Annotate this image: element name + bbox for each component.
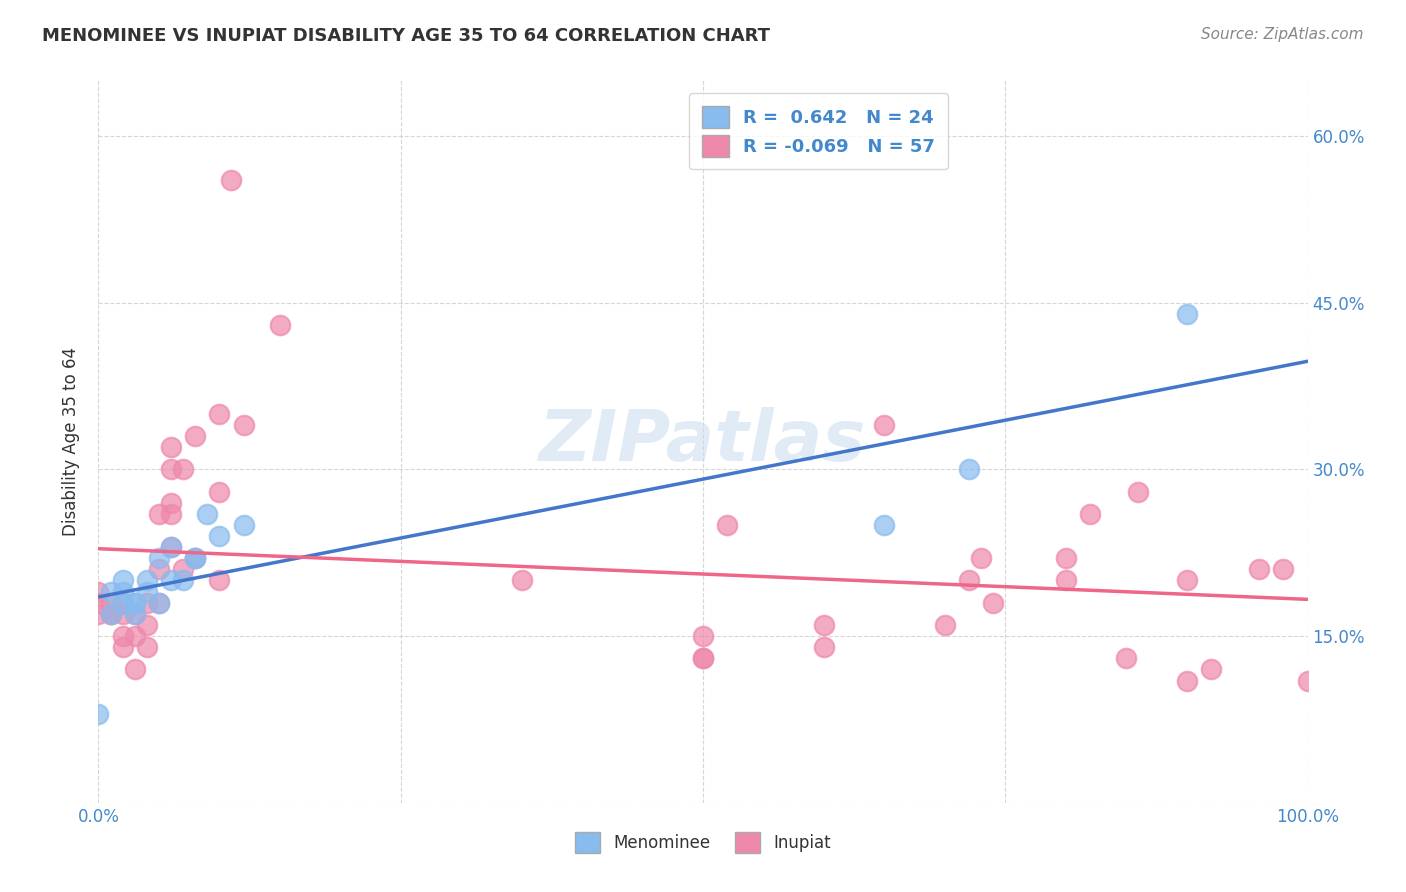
Point — [87, 706, 110, 721]
Point — [813, 618, 835, 632]
Point — [135, 574, 157, 588]
Text: Source: ZipAtlas.com: Source: ZipAtlas.com — [1201, 27, 1364, 42]
Point — [172, 462, 194, 476]
Text: MENOMINEE VS INUPIAT DISABILITY AGE 35 TO 64 CORRELATION CHART: MENOMINEE VS INUPIAT DISABILITY AGE 35 T… — [42, 27, 770, 45]
Point — [172, 562, 194, 576]
Point — [1054, 574, 1077, 588]
Point — [716, 517, 738, 532]
Point — [813, 640, 835, 655]
Point — [87, 596, 110, 610]
Point — [160, 540, 183, 554]
Point — [692, 629, 714, 643]
Point — [873, 517, 896, 532]
Point — [184, 551, 207, 566]
Point — [135, 596, 157, 610]
Point — [184, 551, 207, 566]
Point — [124, 596, 146, 610]
Point — [269, 318, 291, 332]
Point — [160, 574, 183, 588]
Point — [111, 596, 134, 610]
Point — [135, 640, 157, 655]
Point — [160, 496, 183, 510]
Point — [195, 507, 218, 521]
Point — [160, 440, 183, 454]
Point — [87, 607, 110, 621]
Point — [160, 507, 183, 521]
Point — [111, 607, 134, 621]
Point — [100, 607, 122, 621]
Point — [111, 629, 134, 643]
Point — [124, 607, 146, 621]
Point — [148, 551, 170, 566]
Point — [87, 584, 110, 599]
Point — [1175, 574, 1198, 588]
Point — [100, 596, 122, 610]
Point — [1078, 507, 1101, 521]
Point — [111, 584, 134, 599]
Point — [692, 651, 714, 665]
Legend: Menominee, Inupiat: Menominee, Inupiat — [568, 826, 838, 860]
Point — [135, 618, 157, 632]
Point — [184, 551, 207, 566]
Point — [148, 596, 170, 610]
Point — [221, 173, 243, 187]
Point — [100, 607, 122, 621]
Point — [873, 417, 896, 432]
Point — [148, 507, 170, 521]
Text: ZIPatlas: ZIPatlas — [540, 407, 866, 476]
Point — [1128, 484, 1150, 499]
Point — [1249, 562, 1271, 576]
Point — [111, 574, 134, 588]
Point — [1175, 307, 1198, 321]
Point — [160, 462, 183, 476]
Point — [160, 540, 183, 554]
Point — [1054, 551, 1077, 566]
Point — [208, 529, 231, 543]
Point — [692, 651, 714, 665]
Point — [208, 484, 231, 499]
Point — [124, 596, 146, 610]
Point — [184, 429, 207, 443]
Point — [208, 574, 231, 588]
Point — [111, 640, 134, 655]
Point — [981, 596, 1004, 610]
Point — [111, 596, 134, 610]
Point — [124, 607, 146, 621]
Point — [100, 584, 122, 599]
Point — [124, 629, 146, 643]
Point — [1272, 562, 1295, 576]
Point — [1115, 651, 1137, 665]
Point — [135, 584, 157, 599]
Point — [124, 662, 146, 676]
Point — [510, 574, 533, 588]
Point — [172, 574, 194, 588]
Point — [1199, 662, 1222, 676]
Point — [148, 596, 170, 610]
Point — [148, 562, 170, 576]
Point — [1175, 673, 1198, 688]
Point — [957, 462, 980, 476]
Point — [232, 517, 254, 532]
Y-axis label: Disability Age 35 to 64: Disability Age 35 to 64 — [62, 347, 80, 536]
Point — [208, 407, 231, 421]
Point — [934, 618, 956, 632]
Point — [100, 607, 122, 621]
Point — [1296, 673, 1319, 688]
Point — [232, 417, 254, 432]
Point — [957, 574, 980, 588]
Point — [970, 551, 993, 566]
